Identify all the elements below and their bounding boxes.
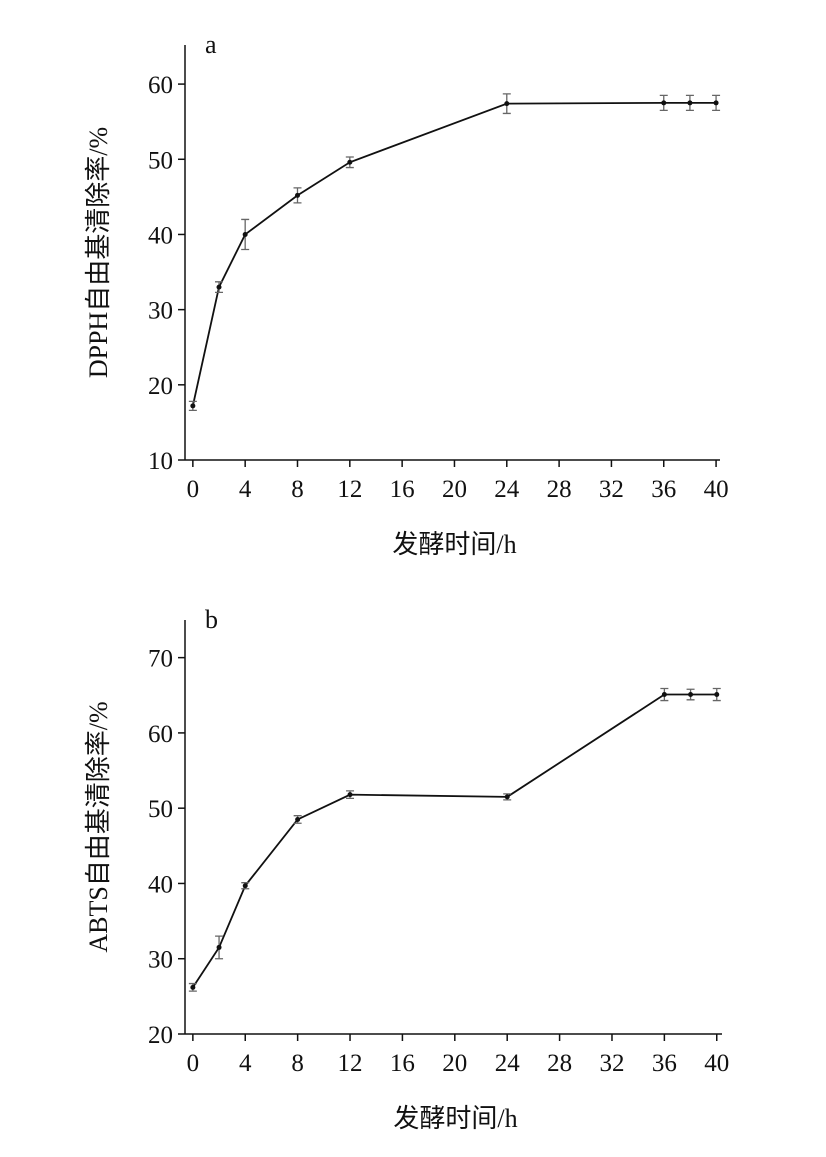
data-point: [216, 944, 222, 950]
x-tick-label: 40: [704, 1050, 729, 1077]
data-point: [294, 192, 300, 198]
y-tick-label: 30: [148, 947, 173, 974]
data-line: [191, 101, 717, 407]
data-point: [242, 231, 248, 237]
x-tick-label: 36: [652, 1050, 677, 1077]
data-point: [190, 984, 196, 990]
x-tick-label: 40: [704, 476, 729, 503]
data-point: [504, 101, 510, 107]
y-tick-label: 20: [148, 1022, 173, 1049]
data-point: [661, 100, 667, 106]
data-point: [242, 883, 248, 889]
x-tick-label: 36: [651, 476, 676, 503]
x-tick-label: 12: [337, 476, 362, 503]
x-tick-label: 8: [291, 476, 304, 503]
data-point: [661, 692, 667, 698]
x-tick-label: 12: [338, 1050, 363, 1077]
x-tick-label: 32: [599, 476, 624, 503]
x-tick-label: 0: [187, 1050, 200, 1077]
y-tick-label: 70: [148, 646, 173, 673]
y-tick-label: 20: [148, 373, 173, 400]
x-axis-title: 发酵时间/h: [393, 1104, 517, 1133]
y-tick-label: 40: [148, 871, 173, 898]
x-tick-label: 16: [390, 1050, 415, 1077]
y-tick-label: 40: [148, 222, 173, 249]
x-tick-label: 20: [442, 1050, 467, 1077]
data-point: [504, 794, 510, 800]
y-tick-label: 30: [148, 298, 173, 325]
data-point: [713, 100, 719, 106]
x-tick-label: 24: [495, 1050, 521, 1077]
x-tick-label: 4: [239, 1050, 252, 1077]
data-point: [347, 792, 353, 798]
data-point: [190, 403, 196, 409]
y-axis-title: DPPH自由基清除率/%: [84, 127, 113, 378]
x-tick-label: 28: [547, 476, 572, 503]
y-tick-label: 50: [148, 147, 173, 174]
data-line: [192, 693, 717, 988]
y-tick-label: 60: [148, 72, 173, 99]
y-tick-label: 10: [148, 448, 173, 475]
y-tick-label: 60: [148, 721, 173, 748]
x-tick-label: 4: [239, 476, 252, 503]
x-axis-title: 发酵时间/h: [392, 530, 516, 559]
x-tick-label: 28: [547, 1050, 572, 1077]
data-point: [687, 100, 693, 106]
data-point: [714, 692, 720, 698]
x-tick-label: 32: [599, 1050, 624, 1077]
y-tick-label: 50: [148, 796, 173, 823]
y-axis-title: ABTS自由基清除率/%: [84, 701, 113, 952]
x-tick-label: 20: [442, 476, 467, 503]
data-point: [216, 284, 222, 290]
data-point: [347, 159, 353, 165]
x-tick-label: 16: [390, 476, 415, 503]
x-tick-label: 24: [494, 476, 520, 503]
data-point: [295, 816, 301, 822]
panel-label: a: [205, 30, 217, 59]
panel-label: b: [205, 605, 218, 634]
x-tick-label: 8: [291, 1050, 304, 1077]
data-point: [688, 692, 694, 698]
x-tick-label: 0: [187, 476, 200, 503]
